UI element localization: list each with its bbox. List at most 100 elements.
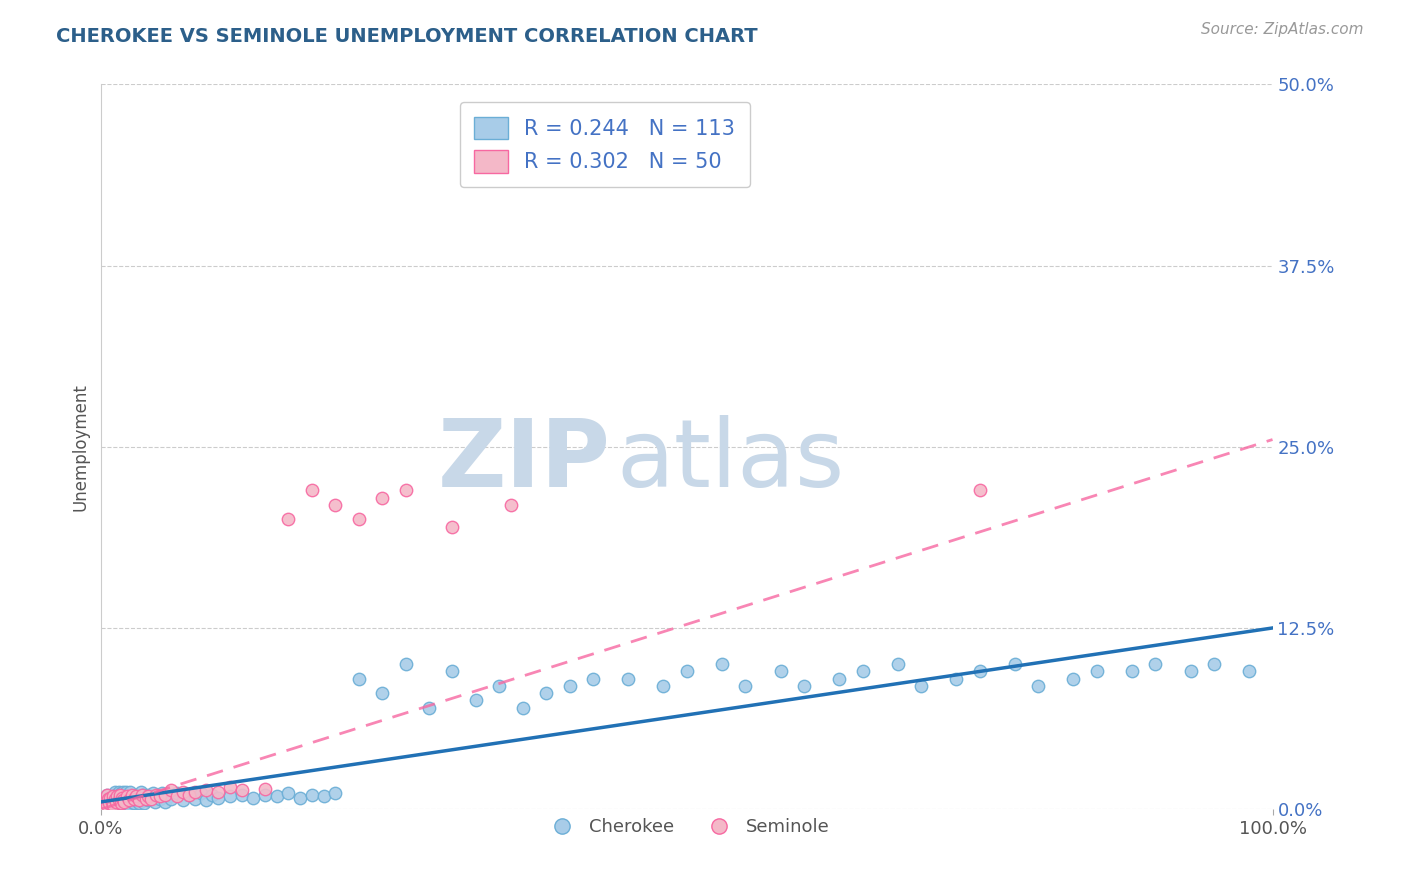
Point	[110, 786, 132, 800]
Point	[394, 483, 416, 498]
Point	[219, 780, 242, 795]
Point	[100, 790, 122, 805]
Point	[101, 789, 124, 803]
Point	[114, 795, 136, 809]
Point	[96, 795, 118, 809]
Point	[347, 672, 370, 686]
Point	[111, 795, 134, 809]
Point	[135, 790, 157, 805]
Point	[534, 686, 557, 700]
Point	[101, 797, 124, 812]
Point	[96, 797, 118, 812]
Point	[134, 797, 156, 811]
Point	[98, 790, 121, 805]
Point	[104, 792, 127, 806]
Point	[97, 792, 120, 806]
Point	[675, 665, 697, 679]
Point	[242, 790, 264, 805]
Point	[114, 788, 136, 802]
Point	[1121, 665, 1143, 679]
Point	[371, 491, 394, 505]
Point	[143, 795, 166, 809]
Point	[418, 700, 440, 714]
Point	[207, 790, 229, 805]
Point	[290, 790, 312, 805]
Point	[150, 786, 173, 800]
Point	[121, 789, 143, 803]
Point	[114, 792, 136, 806]
Point	[107, 790, 129, 805]
Point	[124, 790, 146, 805]
Point	[1004, 657, 1026, 672]
Point	[115, 793, 138, 807]
Point	[136, 793, 159, 807]
Point	[128, 793, 150, 807]
Point	[104, 785, 127, 799]
Point	[769, 665, 792, 679]
Point	[145, 788, 167, 802]
Point	[166, 789, 188, 803]
Point	[101, 788, 124, 802]
Point	[1144, 657, 1167, 672]
Point	[1202, 657, 1225, 672]
Point	[1062, 672, 1084, 686]
Point	[371, 686, 394, 700]
Point	[710, 657, 733, 672]
Point	[117, 797, 139, 811]
Point	[115, 789, 138, 803]
Point	[207, 785, 229, 799]
Point	[277, 512, 299, 526]
Point	[115, 789, 138, 803]
Point	[512, 700, 534, 714]
Point	[277, 786, 299, 800]
Point	[96, 788, 118, 802]
Point	[128, 797, 150, 811]
Point	[111, 789, 134, 803]
Point	[107, 785, 129, 799]
Point	[112, 790, 135, 805]
Point	[190, 786, 212, 800]
Point	[910, 679, 932, 693]
Point	[118, 797, 141, 812]
Point	[945, 672, 967, 686]
Point	[149, 789, 172, 803]
Point	[1237, 665, 1260, 679]
Point	[108, 788, 131, 802]
Point	[394, 657, 416, 672]
Point	[96, 788, 118, 802]
Point	[136, 788, 159, 802]
Point	[312, 789, 335, 803]
Text: ZIP: ZIP	[437, 416, 610, 508]
Point	[828, 672, 851, 686]
Point	[108, 789, 131, 803]
Point	[325, 498, 347, 512]
Point	[97, 795, 120, 809]
Point	[558, 679, 581, 693]
Point	[110, 797, 132, 811]
Point	[122, 792, 145, 806]
Point	[441, 519, 464, 533]
Point	[184, 785, 207, 799]
Point	[617, 672, 640, 686]
Point	[441, 665, 464, 679]
Legend: Cherokee, Seminole: Cherokee, Seminole	[537, 811, 837, 844]
Point	[141, 792, 163, 806]
Point	[301, 788, 323, 802]
Point	[135, 792, 157, 806]
Point	[582, 672, 605, 686]
Point	[488, 679, 510, 693]
Point	[120, 792, 142, 806]
Point	[231, 788, 253, 802]
Point	[125, 789, 148, 803]
Point	[132, 788, 155, 802]
Point	[155, 795, 177, 809]
Point	[139, 792, 162, 806]
Point	[499, 498, 522, 512]
Point	[98, 797, 121, 811]
Point	[107, 797, 129, 811]
Point	[131, 788, 153, 802]
Point	[172, 793, 194, 807]
Point	[172, 785, 194, 799]
Point	[104, 790, 127, 805]
Point	[121, 788, 143, 802]
